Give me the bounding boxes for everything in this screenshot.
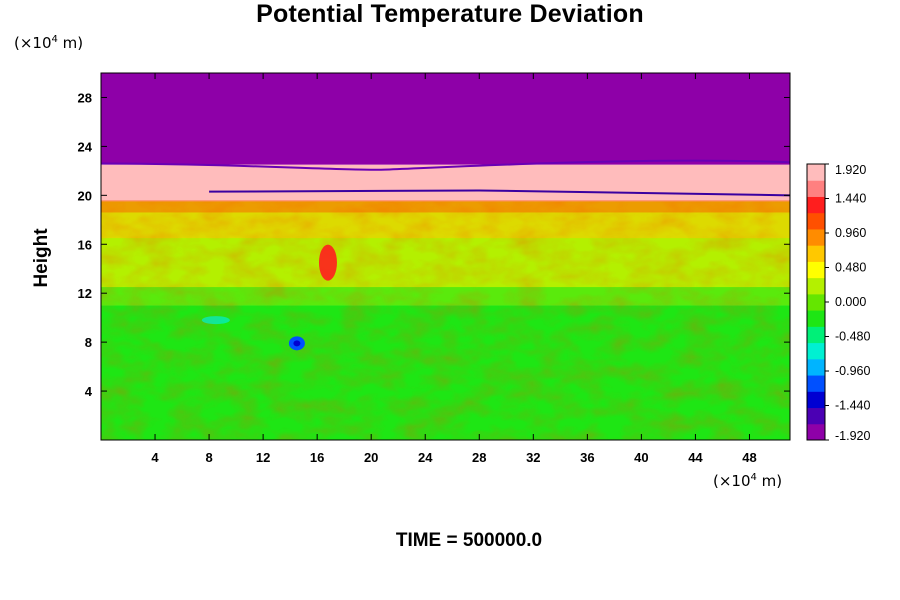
field-texture	[101, 159, 790, 440]
x-unit-prefix: (×10	[713, 472, 751, 490]
x-tick-label: 32	[526, 450, 540, 465]
x-tick-label: 44	[688, 450, 703, 465]
region-pink-band	[101, 164, 790, 202]
x-unit-exponent: 4	[750, 472, 757, 483]
colorbar-swatch	[807, 164, 825, 181]
colorbar-tick-label: 0.480	[835, 261, 866, 275]
warm-plume	[318, 244, 337, 281]
region-upper	[101, 73, 790, 165]
colorbar-tick-label: -0.480	[835, 330, 870, 344]
y-unit-prefix: (×10	[14, 34, 52, 52]
colorbar-swatch	[807, 310, 825, 327]
cool-patch	[201, 316, 230, 325]
colorbar-swatch	[807, 293, 825, 311]
plot-frame	[100, 72, 791, 441]
x-unit-suffix: m)	[756, 472, 783, 490]
x-tick-label: 12	[256, 450, 270, 465]
colorbar-swatch	[807, 228, 825, 246]
time-label: TIME = 500000.0	[395, 530, 543, 551]
cold-eddy-core	[293, 340, 301, 347]
colorbar-swatch	[807, 423, 825, 441]
plot-area	[101, 73, 790, 440]
colorbar-tick-label: 1.920	[835, 163, 866, 177]
y-tick-label: 20	[78, 188, 92, 203]
x-tick-label: 8	[205, 450, 212, 465]
y-tick-label: 12	[78, 286, 92, 301]
x-axis: 4 8 12 16 20 24 28 32 36 40 44 48	[151, 73, 757, 465]
colorbar-swatch	[807, 196, 825, 214]
colorbar-tick-label: 0.000	[835, 295, 866, 309]
colorbar-tick-label: 1.440	[835, 192, 866, 206]
colorbar-swatch	[807, 375, 825, 392]
colorbar-swatch	[807, 180, 825, 197]
inner-band-line	[209, 189, 790, 197]
x-axis-unit: (×104 m)	[713, 472, 782, 490]
y-unit-exponent: 4	[51, 34, 58, 45]
x-tick-label: 20	[364, 450, 378, 465]
colorbar: 1.920 1.440 0.960 0.480 0.000 -0.480 -0.960 -1.…	[806, 163, 870, 443]
y-tick-label: 4	[85, 384, 93, 399]
y-axis: 4 8 12 16 20 24 28	[78, 90, 790, 399]
colorbar-swatch	[807, 277, 825, 295]
y-tick-label: 8	[85, 335, 92, 350]
chart-title: Potential Temperature Deviation	[256, 0, 644, 28]
y-axis-unit: (×104 m)	[14, 34, 83, 52]
x-tick-label: 40	[634, 450, 648, 465]
y-unit-suffix: m)	[57, 34, 84, 52]
x-tick-label: 24	[418, 450, 433, 465]
y-tick-label: 24	[78, 139, 93, 154]
x-tick-label: 28	[472, 450, 486, 465]
colorbar-tick-label: -1.440	[835, 399, 870, 413]
y-tick-label: 16	[78, 237, 92, 252]
x-tick-label: 48	[742, 450, 756, 465]
colorbar-swatch	[807, 358, 825, 376]
x-tick-label: 4	[151, 450, 159, 465]
colorbar-swatch	[807, 261, 825, 279]
x-tick-label: 16	[310, 450, 324, 465]
colorbar-swatch	[807, 342, 825, 360]
colorbar-tick-label: -1.920	[835, 429, 870, 443]
colorbar-swatch	[807, 391, 825, 409]
x-tick-label: 36	[580, 450, 594, 465]
y-tick-label: 28	[78, 90, 92, 105]
colorbar-swatch	[807, 212, 825, 230]
colorbar-tick-label: -0.960	[835, 364, 870, 378]
colorbar-tick-label: 0.960	[835, 226, 866, 240]
colorbar-swatch	[807, 407, 825, 425]
tropopause-line	[101, 159, 790, 171]
colorbar-swatch	[807, 245, 825, 262]
colorbar-swatch	[807, 326, 825, 344]
